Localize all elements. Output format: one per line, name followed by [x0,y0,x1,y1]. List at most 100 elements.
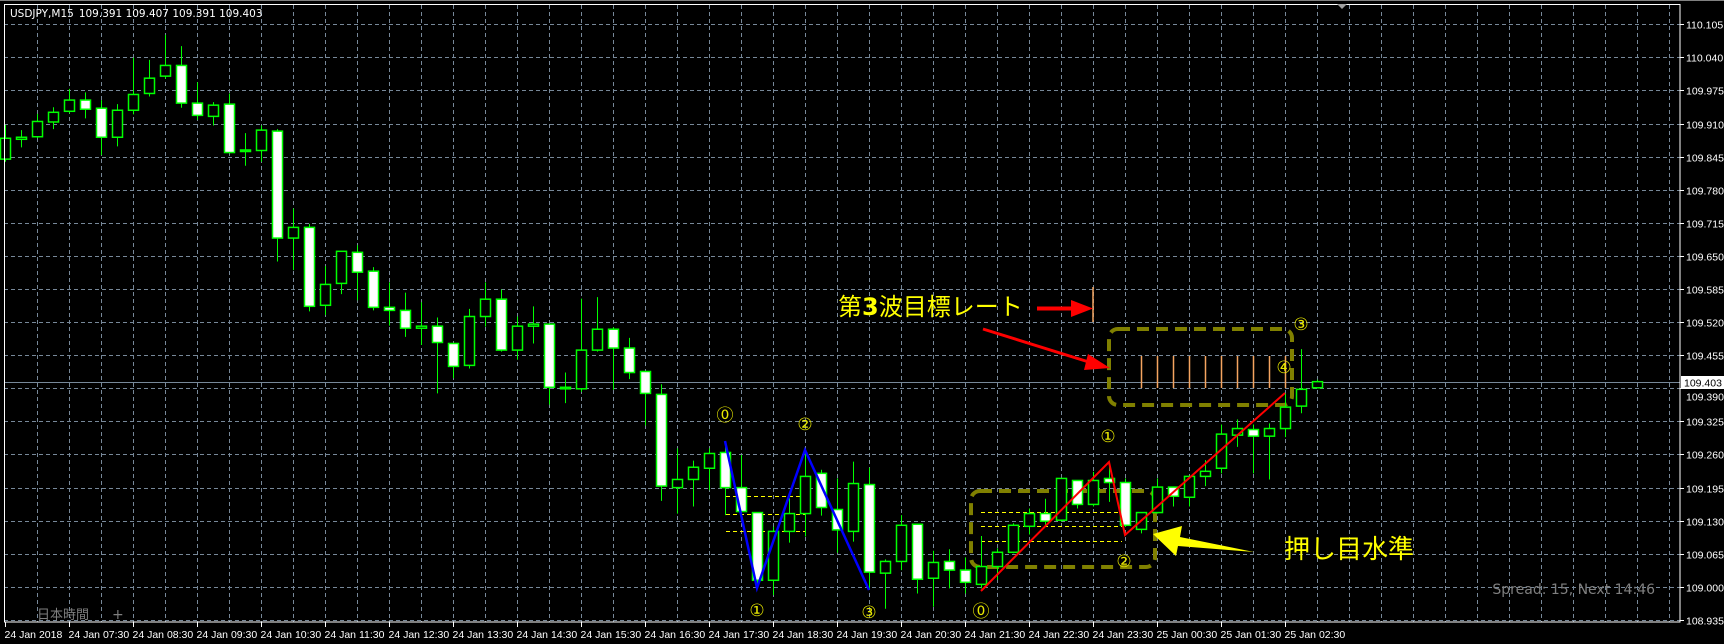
red-arrow-horizontal[interactable] [1037,300,1093,317]
candle[interactable] [399,292,412,337]
candle[interactable] [447,342,460,379]
candle[interactable] [1311,379,1324,389]
candle[interactable] [319,266,332,315]
candle[interactable] [175,46,188,108]
candle[interactable] [79,92,92,119]
candle[interactable] [751,511,764,589]
candle[interactable] [671,448,684,514]
wave-point-label: ⓪ [717,406,734,426]
candle[interactable] [943,549,956,589]
time-tick-label: 24 Jan 09:30 [197,629,258,641]
candle[interactable] [31,113,44,139]
candle[interactable] [575,298,588,392]
candle[interactable] [1103,463,1116,502]
candle[interactable] [351,245,364,301]
yellow-arrow[interactable] [1153,526,1254,556]
candle[interactable] [543,323,556,405]
candle[interactable] [207,102,220,126]
chart-shift-marker-icon[interactable] [1337,4,1347,9]
candle[interactable] [287,208,300,271]
candle[interactable] [639,370,652,426]
candle[interactable] [239,133,252,166]
target-zone-box[interactable] [1107,327,1294,407]
ohlc-readout: 109.391 109.407 109.391 109.403 [79,8,263,20]
candle[interactable] [383,282,396,326]
candle[interactable] [191,82,204,120]
candle[interactable] [479,282,492,327]
current-price-label: 109.403 [1681,376,1724,390]
candle[interactable] [815,469,828,516]
candle[interactable] [703,448,716,491]
candle[interactable] [415,302,428,346]
candle[interactable] [1263,423,1276,480]
candle[interactable] [911,523,924,594]
candle[interactable] [559,372,572,404]
candle-body-bull [63,99,76,113]
candle[interactable] [1007,523,1020,554]
candle-body-bear [191,102,204,117]
candle[interactable] [111,104,124,147]
candle[interactable] [1295,349,1308,414]
candle[interactable] [0,125,12,162]
candle[interactable] [63,88,76,114]
price-tick-label: 109.585 [1686,285,1724,297]
candle[interactable] [303,223,316,312]
candle[interactable] [95,100,108,156]
candle[interactable] [1055,477,1068,522]
price-tick-label: 109.975 [1686,86,1724,98]
candle[interactable] [271,129,284,262]
candle[interactable] [127,57,140,115]
candle[interactable] [607,327,620,390]
candle-body-bull [1023,512,1036,528]
add-tab-button[interactable]: + [112,607,124,623]
candle-body-bull [335,250,348,285]
candle-body-bear [399,309,412,329]
candle[interactable] [1151,478,1164,514]
candle[interactable] [975,535,988,589]
candle[interactable] [927,550,940,607]
candle[interactable] [15,130,28,148]
candle[interactable] [1183,475,1196,507]
candle[interactable] [687,460,700,507]
candle[interactable] [591,297,604,352]
price-tick-label: 109.195 [1686,484,1724,496]
candle[interactable] [511,316,524,360]
candle[interactable] [655,384,668,501]
candle[interactable] [623,337,636,380]
wave-point-label: ⓪ [973,602,990,622]
candle-body-bull [1311,380,1324,389]
candle[interactable] [159,34,172,79]
candle[interactable] [1119,478,1132,527]
candle[interactable] [863,467,876,590]
candle[interactable] [895,515,908,571]
candle[interactable] [335,250,348,295]
candle[interactable] [527,306,540,344]
time-axis[interactable]: 24 Jan 2018 24 Jan 07:30 24 Jan 08:30 24 Ja… [5,622,1346,641]
candle[interactable] [463,308,476,369]
candle[interactable] [1039,498,1052,527]
candle[interactable] [431,317,444,394]
candle[interactable] [783,498,796,543]
candle[interactable] [223,93,236,154]
candle[interactable] [495,289,508,352]
candle[interactable] [255,125,268,162]
candle-body-bear [959,569,972,584]
red-arrow-diagonal[interactable] [982,327,1110,370]
candle[interactable] [847,461,860,542]
pullback-levels [981,512,1122,542]
candle[interactable] [1247,424,1260,474]
candle[interactable] [1023,508,1036,535]
red-wave-zigzag[interactable] [980,392,1286,592]
candle[interactable] [47,107,60,130]
candle[interactable] [959,557,972,594]
candle[interactable] [1279,393,1292,438]
candle[interactable] [367,267,380,311]
candle-body-bull [15,136,28,141]
price-tick-label: 109.390 [1686,392,1724,404]
candle[interactable] [879,559,892,609]
price-axis[interactable]: 110.105 110.040 109.975 109.910 109.845 109.7… [1680,20,1724,628]
candle[interactable] [799,449,812,537]
candle[interactable] [143,59,156,97]
blue-wave-zigzag[interactable] [723,440,871,593]
